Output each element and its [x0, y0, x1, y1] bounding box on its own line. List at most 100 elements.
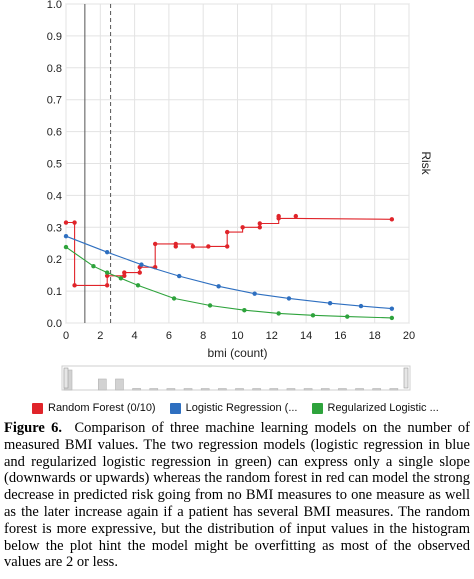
data-point [104, 283, 110, 288]
data-point [63, 234, 69, 239]
data-point [104, 270, 110, 275]
y-axis-title: Risk [419, 151, 433, 175]
y-tick-label: 0.9 [47, 31, 62, 43]
legend-label: Random Forest (0/10) [48, 402, 156, 414]
y-tick-label: 0.3 [47, 222, 62, 234]
histogram-bar [218, 388, 227, 391]
figure-caption: Figure 6. Comparison of three machine le… [4, 420, 470, 571]
data-point [389, 306, 395, 311]
data-point [345, 314, 350, 319]
y-tick-label: 0.8 [47, 63, 62, 75]
histogram-bar [355, 388, 364, 391]
x-tick-label: 2 [97, 330, 103, 342]
y-tick-label: 0.0 [47, 318, 62, 330]
data-point [122, 270, 127, 275]
data-point [190, 244, 196, 249]
data-point [173, 244, 178, 249]
x-tick-label: 10 [231, 330, 243, 342]
x-tick-label: 12 [266, 330, 278, 342]
histogram-bar [286, 388, 296, 391]
histogram-bar [303, 388, 313, 391]
legend-item-regularized-logistic[interactable]: Regularized Logistic ... [311, 402, 439, 414]
y-tick-label: 0.5 [47, 159, 62, 171]
x-tick-label: 0 [63, 330, 69, 342]
histogram-left-handle [63, 367, 69, 389]
data-point [206, 244, 211, 249]
data-point [293, 213, 299, 219]
histogram-bar [389, 388, 399, 391]
caption-text: Comparison of three machine learning mod… [4, 420, 471, 571]
data-point [63, 220, 69, 225]
data-point [358, 303, 364, 309]
chart-area: 0.0 0.1 0.2 0.3 0.4 0.5 0.6 0.7 0.8 0.9 1.0 0 2 4 6 8 10… [47, 0, 433, 391]
data-point [310, 313, 316, 318]
y-tick-label: 0.4 [47, 190, 62, 202]
legend: Random Forest (0/10) Logistic Regression… [32, 400, 452, 416]
data-point [252, 291, 257, 296]
data-point [257, 221, 262, 226]
legend-swatch-green [311, 402, 323, 414]
legend-label: Regularized Logistic ... [327, 402, 439, 414]
x-tick-label: 14 [300, 330, 312, 342]
y-tick-label: 1.0 [47, 0, 62, 11]
data-point [137, 270, 142, 275]
legend-item-logistic-regression[interactable]: Logistic Regression (... [169, 402, 298, 414]
histogram-bar [183, 388, 193, 391]
histogram-bar [235, 388, 244, 391]
legend-swatch-red [32, 402, 43, 414]
x-tick-label: 18 [369, 330, 381, 342]
histogram-bar [166, 388, 176, 391]
data-point [104, 273, 110, 278]
y-tick-label: 0.7 [47, 95, 62, 107]
data-point [257, 225, 262, 230]
legend-label: Logistic Regression (... [185, 402, 298, 414]
histogram-bar [338, 388, 347, 391]
histogram-bar [320, 388, 330, 391]
data-point [176, 273, 182, 279]
data-point [389, 315, 395, 321]
x-tick-label: 4 [132, 330, 138, 342]
data-point [104, 249, 110, 255]
y-tick-label: 0.1 [47, 286, 62, 298]
legend-item-random-forest[interactable]: Random Forest (0/10) [32, 402, 156, 414]
x-axis-title: bmi (count) [207, 346, 267, 360]
data-point [122, 273, 127, 278]
histogram-bar [98, 378, 107, 391]
data-point [171, 296, 177, 301]
data-point [63, 244, 69, 250]
data-point [225, 229, 230, 235]
histogram-bar [269, 388, 279, 391]
series-line [65, 235, 392, 310]
data-point [242, 308, 247, 313]
data-point [118, 276, 124, 281]
legend-swatch-blue [169, 402, 181, 414]
histogram-bar [200, 388, 210, 391]
data-point [72, 283, 77, 288]
data-point [139, 262, 144, 267]
y-tick-label: 0.2 [47, 254, 62, 266]
data-point [91, 264, 96, 269]
histogram-bar [132, 388, 141, 391]
y-tick-label: 0.6 [47, 127, 62, 139]
data-point [72, 220, 77, 225]
histogram-frame [61, 365, 411, 391]
data-point [152, 241, 158, 247]
data-point [286, 296, 292, 301]
x-tick-label: 6 [166, 330, 172, 342]
histogram-bar [149, 388, 159, 391]
data-point [327, 301, 333, 306]
data-point [225, 244, 230, 249]
x-tick-label: 16 [334, 330, 346, 342]
data-point [207, 303, 213, 308]
histogram-bar [252, 388, 261, 391]
histogram-right-handle [403, 367, 409, 389]
series-line [65, 246, 392, 319]
data-point [276, 213, 281, 219]
caption-label: Figure 6. [4, 420, 62, 436]
histogram-bar [115, 378, 124, 391]
data-point [389, 217, 395, 222]
data-point [276, 311, 281, 316]
x-tick-label: 20 [403, 330, 415, 342]
x-tick-label: 8 [200, 330, 206, 342]
data-point [216, 284, 221, 289]
